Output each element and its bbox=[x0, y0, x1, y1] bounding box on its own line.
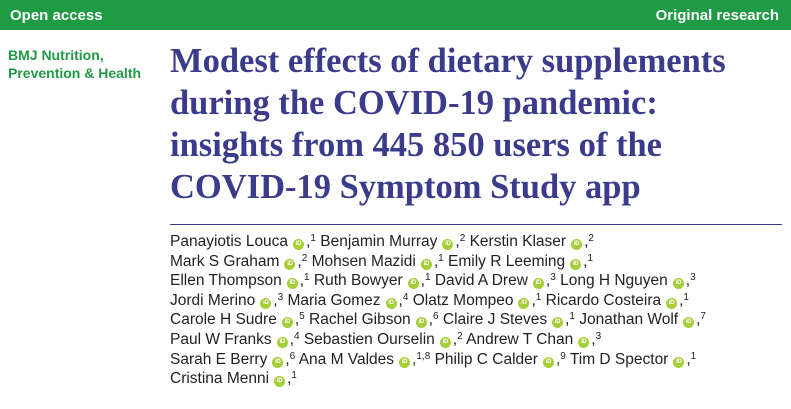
affiliation-marker: 1 bbox=[569, 311, 575, 323]
author-name[interactable]: Rachel Gibson bbox=[309, 311, 411, 329]
author-line: Mark S Graham iD ,2 Mohsen Mazidi iD ,1 Emil… bbox=[170, 252, 594, 270]
author-line: Cristina Menni iD ,1 bbox=[170, 370, 297, 388]
affiliation-marker: 2 bbox=[457, 330, 463, 342]
author-name[interactable]: Philip C Calder bbox=[434, 350, 538, 368]
author-name[interactable]: Panayiotis Louca bbox=[170, 233, 289, 250]
article-title: Modest effects of dietary supplements du… bbox=[170, 40, 785, 208]
affiliation-marker: 1 bbox=[690, 350, 697, 362]
author-name[interactable]: Mark S Graham bbox=[170, 252, 280, 270]
orcid-icon[interactable]: iD bbox=[385, 297, 397, 309]
title-line-2: during the COVID-19 pandemic: bbox=[170, 84, 658, 122]
author-line: Jordi Merino iD ,3 Maria Gomez iD ,4 Olatz M… bbox=[170, 291, 689, 309]
author-name[interactable]: David A Drew bbox=[434, 272, 528, 290]
orcid-icon[interactable]: iD bbox=[672, 278, 684, 290]
affiliation-marker: 4 bbox=[402, 291, 409, 303]
title-line-1: Modest effects of dietary supplements bbox=[170, 42, 726, 80]
affiliation-marker: 5 bbox=[299, 311, 305, 323]
author-name[interactable]: Claire J Steves bbox=[442, 311, 548, 329]
author-line: Panayiotis Louca iD ,1 Benjamin Murray iD ,2… bbox=[170, 233, 594, 250]
article-type-label: Original research bbox=[655, 6, 779, 24]
orcid-icon[interactable]: iD bbox=[571, 239, 583, 250]
header-bar: Open access Original research bbox=[0, 0, 791, 30]
orcid-icon[interactable]: iD bbox=[578, 336, 590, 348]
affiliation-marker: 3 bbox=[690, 272, 696, 284]
affiliation-marker: 1 bbox=[291, 370, 297, 382]
orcid-icon[interactable]: iD bbox=[673, 356, 685, 368]
orcid-icon[interactable]: iD bbox=[532, 278, 544, 290]
affiliation-marker: 6 bbox=[289, 350, 296, 362]
author-line: Carole H Sudre iD ,5 Rachel Gibson iD ,6 Cla… bbox=[170, 311, 706, 329]
affiliation-marker: 1 bbox=[587, 252, 594, 264]
author-name[interactable]: Benjamin Murray bbox=[320, 233, 438, 250]
author-name[interactable]: Maria Gomez bbox=[287, 291, 381, 309]
author-name[interactable]: Tim D Spector bbox=[569, 350, 669, 368]
affiliation-marker: 3 bbox=[550, 272, 556, 284]
author-name[interactable]: Long H Nguyen bbox=[560, 272, 668, 290]
affiliation-marker: 2 bbox=[459, 233, 466, 244]
orcid-icon[interactable]: iD bbox=[274, 376, 286, 388]
orcid-icon[interactable]: iD bbox=[272, 356, 284, 368]
author-name[interactable]: Kerstin Klaser bbox=[469, 233, 567, 250]
author-name[interactable]: Ricardo Costeira bbox=[545, 291, 662, 309]
affiliation-marker: 1 bbox=[438, 252, 444, 264]
journal-name-line-1: BMJ Nutrition, bbox=[8, 47, 104, 63]
affiliation-marker: 7 bbox=[700, 311, 706, 323]
author-name[interactable]: Ellen Thompson bbox=[170, 272, 282, 290]
author-name[interactable]: Emily R Leeming bbox=[448, 252, 566, 270]
orcid-icon[interactable]: iD bbox=[518, 297, 530, 309]
affiliation-marker: 6 bbox=[433, 311, 439, 323]
affiliation-marker: 2 bbox=[588, 233, 594, 244]
orcid-icon[interactable]: iD bbox=[442, 239, 454, 250]
orcid-icon[interactable]: iD bbox=[284, 258, 296, 270]
orcid-icon[interactable]: iD bbox=[276, 336, 288, 348]
author-name[interactable]: Ana M Valdes bbox=[298, 350, 395, 368]
title-line-4: COVID-19 Symptom Study app bbox=[170, 168, 641, 206]
orcid-icon[interactable]: iD bbox=[420, 258, 432, 270]
affiliation-marker: 1 bbox=[424, 272, 431, 284]
author-name[interactable]: Jonathan Wolf bbox=[579, 311, 679, 329]
affiliation-marker: 1 bbox=[310, 233, 316, 244]
orcid-icon[interactable]: iD bbox=[407, 278, 419, 290]
author-name[interactable]: Olatz Mompeo bbox=[412, 291, 514, 309]
orcid-icon[interactable]: iD bbox=[281, 317, 293, 329]
affiliation-marker: 1,8 bbox=[416, 350, 431, 362]
orcid-icon[interactable]: iD bbox=[542, 356, 554, 368]
title-divider bbox=[170, 224, 782, 225]
author-name[interactable]: Ruth Bowyer bbox=[313, 272, 403, 290]
author-name[interactable]: Andrew T Chan bbox=[466, 330, 574, 348]
orcid-icon[interactable]: iD bbox=[286, 278, 298, 290]
orcid-icon[interactable]: iD bbox=[570, 258, 582, 270]
affiliation-marker: 3 bbox=[595, 330, 602, 342]
author-name[interactable]: Jordi Merino bbox=[170, 291, 256, 309]
author-name[interactable]: Sarah E Berry bbox=[170, 350, 268, 368]
orcid-icon[interactable]: iD bbox=[293, 239, 305, 250]
title-line-3: insights from 445 850 users of the bbox=[170, 126, 662, 164]
author-name[interactable]: Sebastien Ourselin bbox=[303, 330, 435, 348]
author-name[interactable]: Mohsen Mazidi bbox=[311, 252, 416, 270]
affiliation-marker: 1 bbox=[535, 291, 542, 303]
affiliation-marker: 4 bbox=[293, 330, 300, 342]
affiliation-marker: 9 bbox=[560, 350, 566, 362]
author-line: Ellen Thompson iD ,1 Ruth Bowyer iD ,1 David… bbox=[170, 272, 696, 290]
orcid-icon[interactable]: iD bbox=[666, 297, 678, 309]
author-line: Sarah E Berry iD ,6 Ana M Valdes iD ,1,8 Phi… bbox=[170, 350, 697, 368]
orcid-icon[interactable]: iD bbox=[439, 336, 451, 348]
orcid-icon[interactable]: iD bbox=[399, 356, 411, 368]
affiliation-marker: 3 bbox=[277, 291, 284, 303]
author-name[interactable]: Paul W Franks bbox=[170, 330, 272, 348]
orcid-icon[interactable]: iD bbox=[415, 317, 427, 329]
affiliation-marker: 1 bbox=[683, 291, 689, 303]
orcid-icon[interactable]: iD bbox=[260, 297, 272, 309]
author-name[interactable]: Carole H Sudre bbox=[170, 311, 277, 329]
author-list: Panayiotis Louca iD ,1 Benjamin Murray iD ,2… bbox=[170, 232, 790, 389]
affiliation-marker: 2 bbox=[301, 252, 308, 264]
author-name[interactable]: Cristina Menni bbox=[170, 370, 270, 388]
open-access-label: Open access bbox=[10, 6, 103, 24]
journal-name: BMJ Nutrition, Prevention & Health bbox=[8, 46, 141, 82]
orcid-icon[interactable]: iD bbox=[683, 317, 695, 329]
author-line: Paul W Franks iD ,4 Sebastien Ourselin iD ,2… bbox=[170, 330, 602, 348]
journal-name-line-2: Prevention & Health bbox=[8, 65, 142, 81]
affiliation-marker: 1 bbox=[304, 272, 310, 284]
orcid-icon[interactable]: iD bbox=[552, 317, 564, 329]
